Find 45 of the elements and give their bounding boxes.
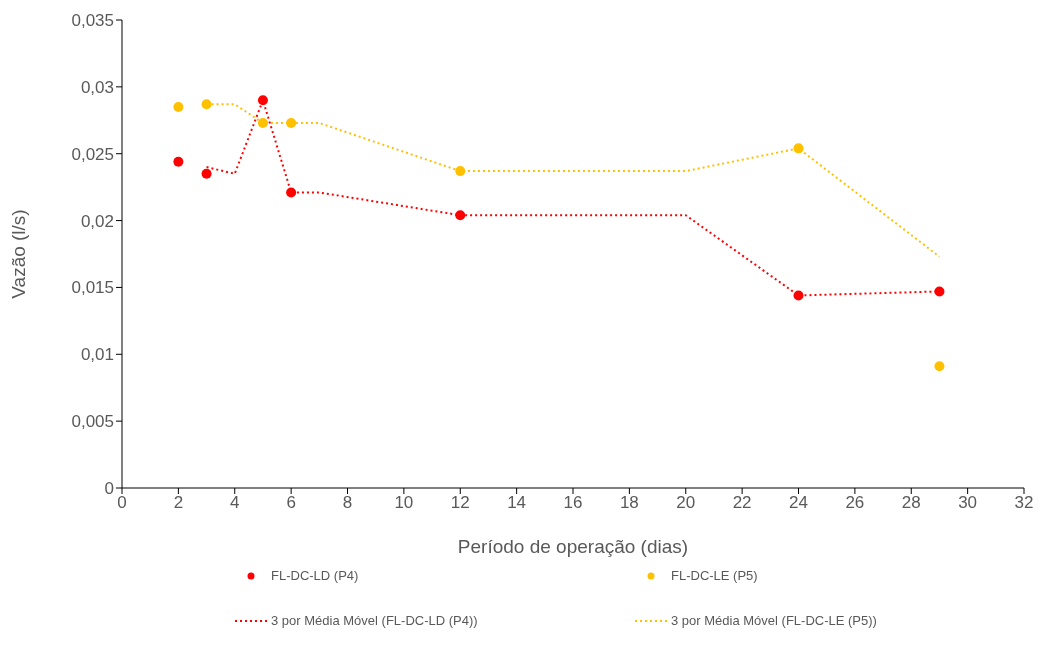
y-tick-label: 0,03 [80, 77, 114, 97]
point [257, 117, 268, 128]
legend-label: 3 por Média Móvel (FL-DC-LE (P5)) [671, 613, 877, 628]
point [455, 210, 466, 221]
point [173, 156, 184, 167]
x-tick-label: 32 [1014, 493, 1034, 513]
point [793, 143, 804, 154]
point [173, 101, 184, 112]
legend-label: FL-DC-LE (P5) [671, 568, 758, 583]
x-tick-label: 8 [342, 493, 353, 513]
x-tick-label: 14 [507, 493, 527, 513]
point [286, 117, 297, 128]
x-tick-label: 24 [789, 493, 808, 513]
x-tick-label: 20 [676, 493, 696, 513]
point [201, 168, 212, 179]
y-tick-label: 0,035 [71, 11, 114, 31]
x-tick-label: 16 [563, 493, 583, 513]
x-tick-label: 12 [450, 493, 470, 513]
x-tick-label: 18 [619, 493, 639, 513]
y-axis-title: Vazão (l/s) [7, 209, 29, 299]
legend-label: FL-DC-LD (P4) [271, 568, 359, 583]
x-tick-label: 30 [958, 493, 978, 513]
y-tick-label: 0,01 [80, 345, 114, 365]
point [793, 290, 804, 301]
x-tick-label: 6 [286, 493, 296, 513]
y-tick-label: 0,005 [71, 412, 114, 432]
x-tick-label: 28 [901, 493, 921, 513]
x-tick-label: 26 [845, 493, 865, 513]
y-tick-label: 0,015 [71, 278, 114, 298]
x-axis-title: Período de operação (dias) [457, 536, 689, 557]
legend-label: 3 por Média Móvel (FL-DC-LD (P4)) [271, 613, 478, 628]
y-tick-label: 0,025 [71, 144, 114, 164]
x-tick-label: 2 [173, 493, 184, 513]
x-tick-label: 0 [117, 493, 127, 513]
point [286, 187, 297, 198]
x-tick-label: 10 [394, 493, 414, 513]
point [934, 286, 945, 297]
point [455, 166, 466, 177]
point [201, 99, 212, 110]
point [934, 361, 945, 372]
x-tick-label: 4 [230, 493, 240, 513]
y-tick-label: 0,02 [80, 211, 114, 231]
y-tick-label: 0 [104, 479, 114, 499]
point [257, 95, 268, 106]
x-tick-label: 22 [732, 493, 752, 513]
